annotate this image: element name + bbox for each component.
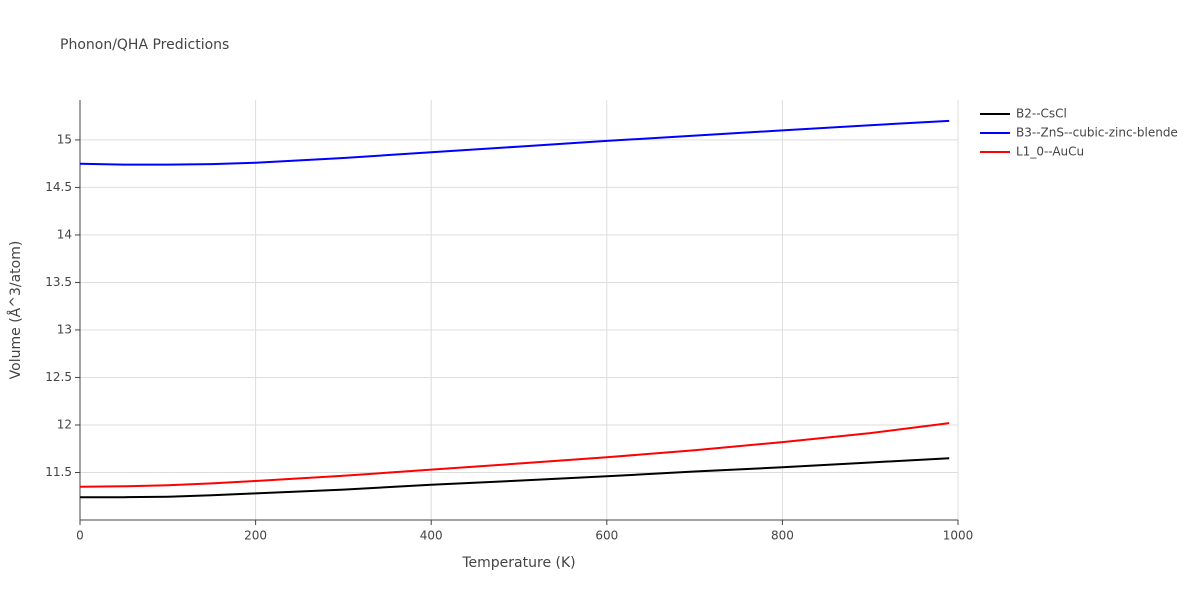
line-series — [79, 119, 950, 166]
y-tick-label: 13.5 — [45, 275, 72, 289]
y-tick-label: 14.5 — [45, 180, 72, 194]
x-axis-title: Temperature (K) — [461, 555, 575, 571]
x-tick-label: 600 — [595, 529, 618, 543]
y-tick-label: 15 — [57, 132, 72, 146]
chart-title: Phonon/QHA Predictions — [60, 37, 229, 53]
x-tick-label: 1000 — [943, 529, 974, 543]
legend-label: B2--CsCl — [1016, 107, 1067, 121]
y-tick-label: 12 — [57, 417, 72, 431]
x-tick-label: 200 — [244, 529, 267, 543]
legend-label: L1_0--AuCu — [1016, 145, 1084, 159]
y-tick-label: 11.5 — [45, 465, 72, 479]
x-tick-label: 0 — [76, 529, 84, 543]
y-tick-label: 14 — [57, 227, 72, 241]
y-tick-label: 12.5 — [45, 370, 72, 384]
x-tick-label: 400 — [420, 529, 443, 543]
line-series — [79, 422, 950, 488]
x-tick-label: 800 — [771, 529, 794, 543]
line-series — [80, 457, 950, 499]
y-tick-label: 13 — [57, 322, 72, 336]
y-axis-title: Volume (Å^3/atom) — [7, 241, 24, 380]
legend-label: B3--ZnS--cubic-zinc-blende — [1016, 126, 1178, 140]
